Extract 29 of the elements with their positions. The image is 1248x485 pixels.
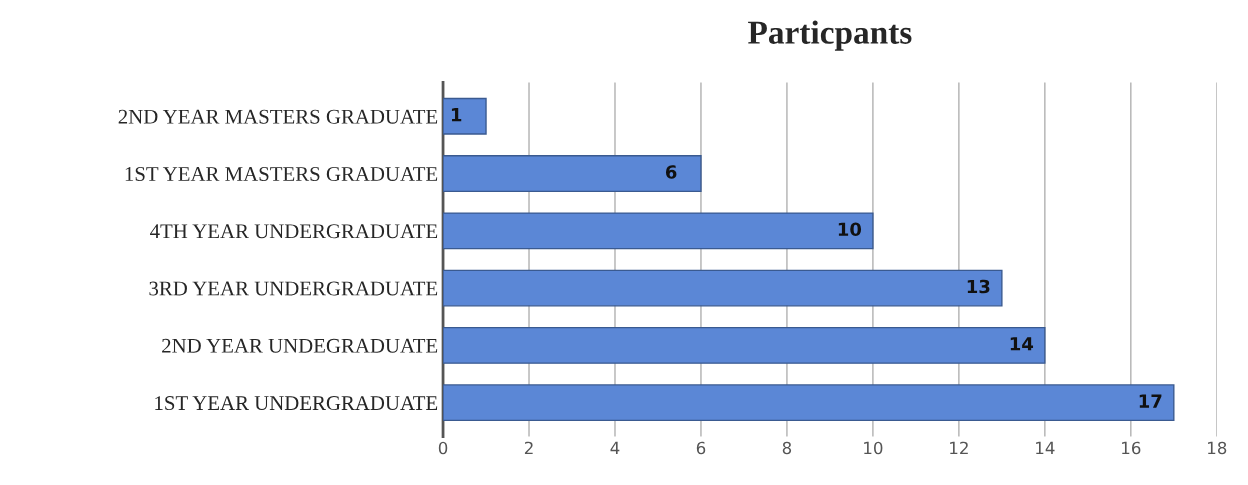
data-label: 14: [1010, 337, 1034, 351]
x-tick-label: 18: [1208, 441, 1227, 455]
x-tick-label: 10: [864, 441, 883, 455]
y-tick-label: 2ND YEAR UNDEGRADUATE: [162, 338, 438, 353]
x-tick-label: 16: [1122, 441, 1141, 455]
bar: [443, 269, 1003, 307]
x-tick-label: 4: [610, 441, 620, 455]
bar: [443, 384, 1175, 422]
data-label: 10: [838, 222, 862, 237]
x-tick-label: 2: [524, 441, 533, 455]
x-tick-label: 14: [1036, 441, 1055, 455]
y-tick-label: 1ST YEAR UNDERGRADUATE: [155, 396, 438, 411]
data-label: 1: [451, 108, 462, 122]
chart-title: Particpants: [748, 20, 912, 51]
x-tick-label: 6: [696, 441, 706, 455]
data-label: 17: [1139, 394, 1162, 408]
y-tick-label: 2ND YEAR MASTERS GRADUATE: [118, 109, 438, 124]
y-tick-label: 4TH YEAR UNDERGRADUATE: [150, 224, 438, 239]
y-tick-label: 3RD YEAR UNDERGRADUATE: [149, 281, 438, 296]
bar: [443, 212, 874, 250]
x-tick-label: 0: [438, 441, 448, 455]
y-tick-label: 1ST YEAR MASTERS GRADUATE: [125, 167, 438, 181]
bar: [443, 97, 487, 135]
data-label: 6: [665, 165, 677, 179]
bar: [443, 326, 1046, 364]
x-tick-label: 12: [950, 441, 968, 455]
bar: [443, 155, 702, 193]
x-tick-label: 8: [782, 441, 792, 455]
data-label: 13: [967, 279, 990, 294]
